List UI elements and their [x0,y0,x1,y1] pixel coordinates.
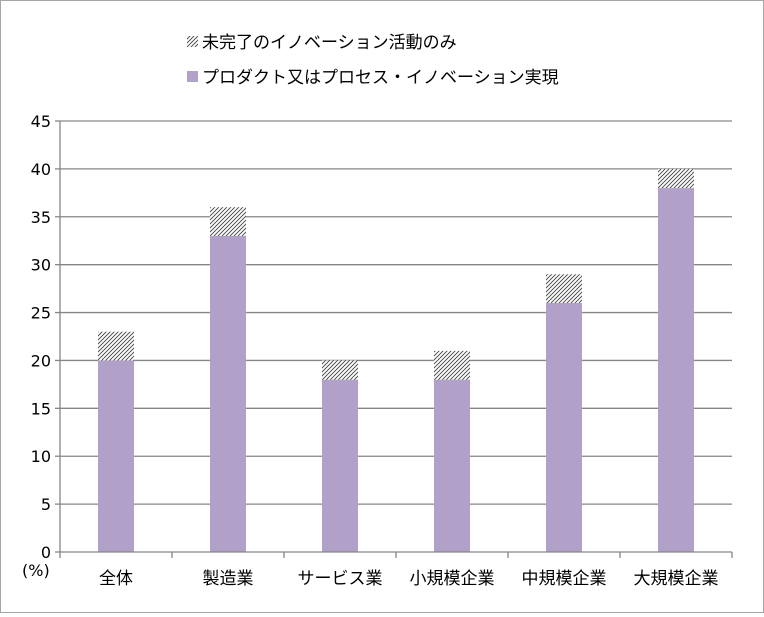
x-category-label: 中規模企業 [522,569,607,589]
bar-incomplete [434,350,470,380]
legend-label-incomplete: 未完了のイノベーション活動のみ [202,33,457,53]
legend-swatch-hatched [187,36,198,47]
y-tick-label: 25 [31,304,51,323]
x-category-label: 小規模企業 [410,569,495,589]
gridlines [60,120,732,505]
bar-incomplete [210,207,246,236]
y-tick-label: 35 [31,208,51,227]
bar-realized [98,360,134,552]
legend-label-realized: プロダクト又はプロセス・イノベーション実現 [202,68,559,88]
bar-incomplete [98,331,134,361]
legend-item-realized: プロダクト又はプロセス・イノベーション実現 [187,68,559,88]
legend-swatch-solid [187,71,198,82]
y-tick-label: 10 [31,447,51,466]
bar-incomplete [322,360,358,380]
bar-incomplete [658,168,694,189]
y-tick-label: 30 [31,256,51,275]
bar-incomplete [546,274,582,303]
x-category-label: 大規模企業 [634,569,719,589]
y-tick-label: 45 [31,112,51,131]
x-category-labels: 全体 製造業 サービス業 小規模企業 中規模企業 大規模企業 [99,569,719,589]
x-category-label: 製造業 [203,569,254,589]
y-tick-label: 40 [31,160,51,179]
bar-realized [210,235,246,552]
bar-realized [434,379,470,552]
y-tick-label: 0 [41,543,51,562]
bar-realized [658,188,694,553]
x-category-label: サービス業 [298,569,383,589]
x-category-label: 全体 [99,569,133,589]
bars [98,168,694,553]
y-tick-labels: 0 5 10 15 20 25 30 35 40 45 [31,112,51,562]
y-tick-label: 15 [31,399,51,418]
legend: 未完了のイノベーション活動のみ プロダクト又はプロセス・イノベーション実現 [187,33,559,88]
axes [55,120,733,558]
y-tick-label: 20 [31,351,51,370]
y-tick-label: 5 [41,495,51,514]
y-axis-unit-label: (%) [22,561,50,580]
bar-realized [322,379,358,552]
bar-realized [546,302,582,552]
legend-item-incomplete: 未完了のイノベーション活動のみ [187,33,457,53]
